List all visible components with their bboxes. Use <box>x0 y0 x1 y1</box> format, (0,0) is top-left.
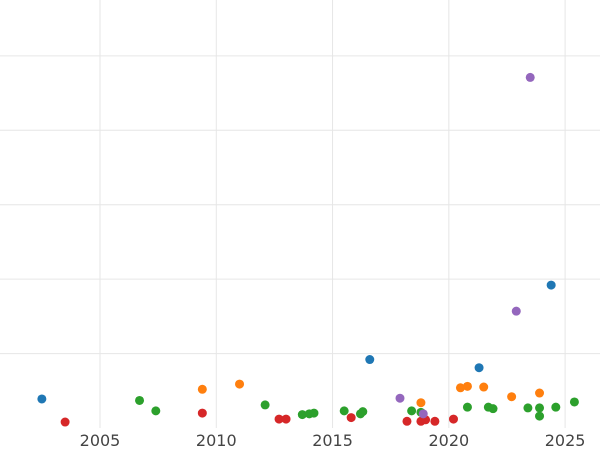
data-point <box>260 400 270 410</box>
series-3 <box>60 408 458 427</box>
data-point <box>197 384 207 394</box>
data-point <box>535 403 545 413</box>
data-point <box>402 416 412 426</box>
data-point <box>60 417 70 427</box>
data-point <box>135 395 145 405</box>
data-points <box>37 72 579 427</box>
x-tick-label: 2010 <box>196 431 237 450</box>
data-point <box>430 416 440 426</box>
data-point <box>346 413 356 423</box>
data-point <box>551 402 561 412</box>
data-point <box>462 381 472 391</box>
data-point <box>511 306 521 316</box>
data-point <box>395 393 405 403</box>
data-point <box>462 402 472 412</box>
x-tick-label: 2005 <box>80 431 121 450</box>
series-2 <box>135 395 579 421</box>
data-point <box>525 72 535 82</box>
data-point <box>535 388 545 398</box>
data-point <box>455 383 465 393</box>
data-point <box>479 382 489 392</box>
data-point <box>407 406 417 416</box>
data-point <box>418 409 428 419</box>
data-point <box>416 398 426 408</box>
data-point <box>507 392 517 402</box>
data-point <box>448 414 458 424</box>
grid <box>0 0 600 428</box>
data-point <box>358 407 368 417</box>
data-point <box>535 411 545 421</box>
x-axis-ticks: 2005 2010 2015 2020 2025 <box>80 431 586 450</box>
data-point <box>37 394 47 404</box>
data-point <box>546 280 556 290</box>
data-point <box>235 379 245 389</box>
data-point <box>274 414 284 424</box>
data-point <box>569 397 579 407</box>
x-tick-label: 2020 <box>428 431 469 450</box>
data-point <box>297 410 307 420</box>
data-point <box>309 408 319 418</box>
data-point <box>474 363 484 373</box>
series-0 <box>37 280 556 404</box>
series-4 <box>395 72 535 419</box>
data-point <box>488 404 498 414</box>
x-tick-label: 2025 <box>545 431 586 450</box>
series-1 <box>197 379 545 408</box>
data-point <box>151 406 161 416</box>
data-point <box>523 403 533 413</box>
data-point <box>281 414 291 424</box>
x-tick-label: 2015 <box>312 431 353 450</box>
data-point <box>197 408 207 418</box>
data-point <box>365 355 375 365</box>
data-point <box>339 406 349 416</box>
